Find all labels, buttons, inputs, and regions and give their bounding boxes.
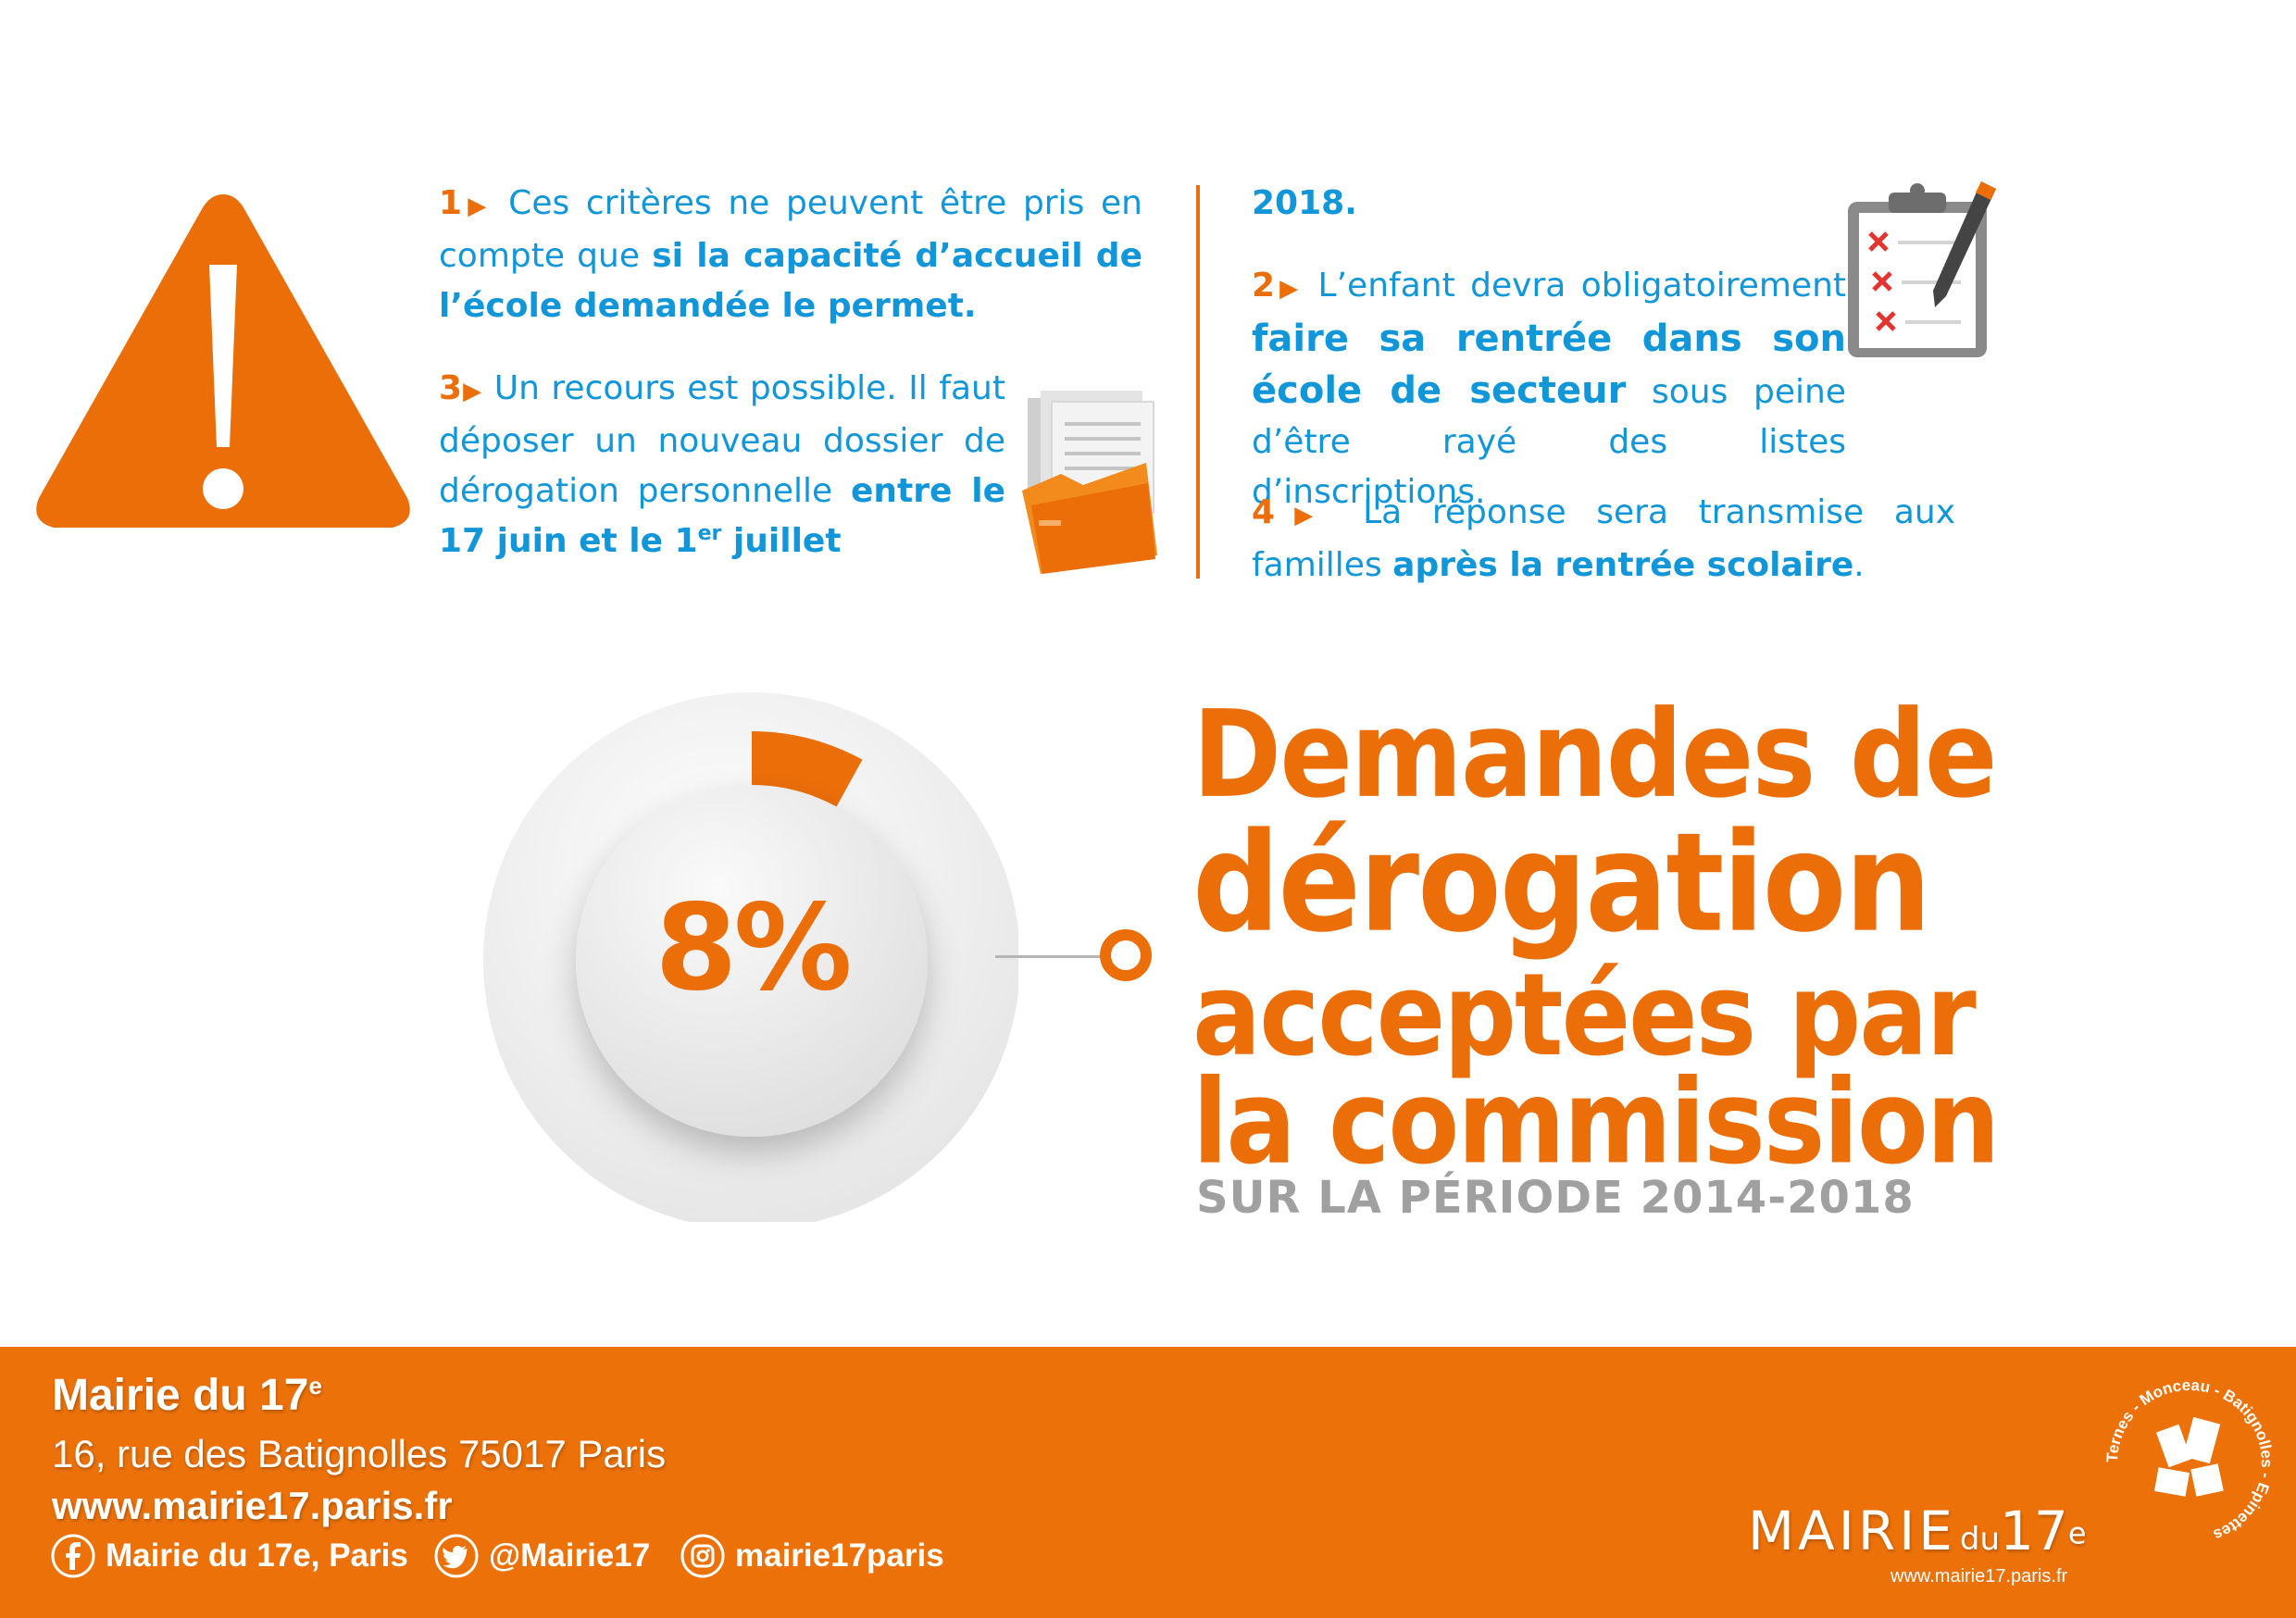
donut-inner [576,785,928,1137]
column-divider [1196,185,1200,579]
stat-title-line-4: la commission [1192,1055,2000,1190]
point-4-text: La réponse sera transmise aux familles [1252,493,1955,584]
point-3-continued: 2018. [1252,184,1357,222]
point-1: 1▶ Ces critères ne peuvent être pris en … [439,179,1142,331]
connector-dot [1100,929,1152,981]
point-4: 4▶ La réponse sera transmise aux famille… [1252,488,1955,591]
point-3-text: Un recours est possible. Il faut déposer… [439,369,1005,510]
arrow-icon: ▶ [462,193,493,220]
stat-donut [483,692,1018,1222]
point-2-text: L’enfant devra obligatoirement [1303,267,1847,305]
twitter-label: @Mairie17 [489,1537,651,1574]
arrow-icon: ▶ [462,378,483,405]
point-3: 3▶ Un recours est possible. Il faut dépo… [439,364,1005,566]
arrow-icon: ▶ [1275,275,1304,303]
warning-icon [36,194,410,528]
point-1-text: Ces critères ne peuvent être pris en com… [439,184,1142,275]
point-2: 2▶ L’enfant devra obligatoirement faire … [1252,261,1846,517]
stat-title-line-3: acceptées par [1192,949,1977,1082]
facebook-link[interactable]: Mairie du 17e, Paris [50,1530,408,1582]
mairie-logo-url: www.mairie17.paris.fr [1890,1566,2068,1587]
facebook-icon [51,1534,95,1578]
point-4-text-end: . [1853,546,1865,584]
twitter-link[interactable]: @Mairie17 [433,1530,650,1582]
instagram-label: mairie17paris [735,1537,944,1574]
arrow-icon: ▶ [1275,502,1333,529]
point-4-number: 4 [1252,493,1276,531]
mairie-logo-emblem: Ternes - Monceau - Batignolles - Epinett… [2103,1376,2276,1544]
stat-value: 8% [655,879,852,1017]
instagram-link[interactable]: mairie17paris [680,1530,944,1582]
point-3-sup: er [697,522,722,545]
stat-title-line-1: Demandes de [1192,685,1998,826]
stat-subtitle: SUR LA PÉRIODE 2014-2018 [1196,1172,1915,1224]
facebook-label: Mairie du 17e, Paris [106,1537,408,1574]
twitter-icon [434,1534,479,1578]
footer-website[interactable]: www.mairie17.paris.fr [52,1484,453,1527]
stat-title-line-2: dérogation [1192,803,1931,964]
instagram-icon [680,1534,725,1578]
criteria-column-left: 1▶ Ces critères ne peuvent être pris en … [439,179,1142,331]
connector-line [995,955,1108,958]
svg-text:Ternes - Monceau - Batignolles: Ternes - Monceau - Batignolles - Epinett… [2103,1376,2276,1544]
mairie-logo-text: MAIRIE du17e [1748,1500,2087,1562]
point-3-number: 3 [439,369,463,407]
point-2-number: 2 [1252,267,1276,305]
footer-address: 16, rue des Batignolles 75017 Paris [52,1432,667,1475]
documents-folder-icon [1022,391,1157,574]
point-3-bold: entre le 17 juin et le 1 [439,472,1006,560]
clipboard-checklist-icon [1848,181,1996,357]
point-2-text-end: sous peine d’être rayé des listes d’insc… [1252,373,1846,511]
point-1-bold: si la capacité d’accueil de l’école dema… [439,237,1142,325]
point-3-bold-end: juillet [721,522,842,560]
footer-name: Mairie du 17e [52,1371,322,1420]
point-2-bold: faire sa rentrée dans son école de secte… [1252,317,1846,412]
footer [0,1347,2296,1618]
point-1-number: 1 [439,184,463,222]
point-4-bold: après la rentrée scolaire [1392,546,1854,584]
